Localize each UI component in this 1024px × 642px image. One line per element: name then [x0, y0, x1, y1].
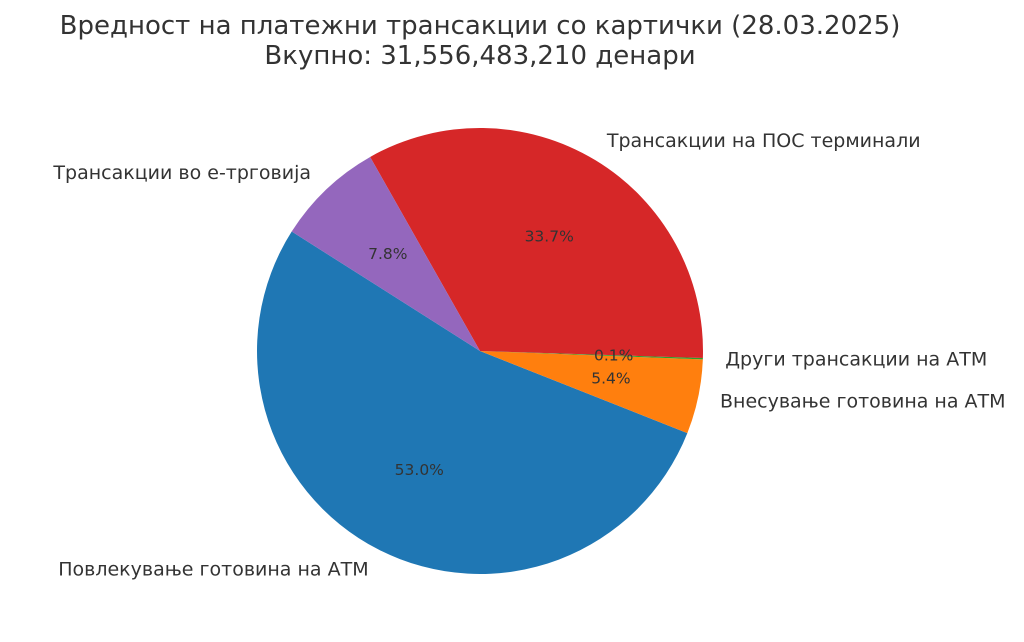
chart-subtitle: Вкупно: 31,556,483,210 денари	[264, 41, 695, 71]
slice-labels: 53.0% Повлекување готовина на АТМ 5.4% Внес…	[52, 130, 1005, 581]
slice-label-5: Трансакции во е-трговија	[52, 162, 311, 184]
pie-slice-2	[480, 351, 703, 434]
slice-percent-label-1: 53.0%	[395, 461, 444, 479]
slice-percent-label-3: 0.1%	[594, 347, 633, 365]
slice-percent-label-4: 33.7%	[525, 228, 574, 246]
pie-slice-5	[291, 156, 480, 351]
pie-slice-4	[370, 128, 703, 358]
slice-percent-label-2: 5.4%	[591, 370, 630, 388]
pie-slice-1	[257, 231, 688, 574]
slice-label-3: Други трансакции на АТМ	[725, 349, 987, 371]
pie-slices	[257, 128, 703, 574]
slice-label-1: Повлекување готовина на АТМ	[58, 559, 368, 581]
slice-label-2: Внесување готовина на АТМ	[720, 391, 1006, 413]
slice-percent-label-5: 7.8%	[368, 245, 407, 263]
pie-slice-3	[480, 351, 703, 360]
chart-title: Вредност на платежни трансакции со карти…	[60, 11, 901, 41]
slice-label-4: Трансакции на ПОС терминали	[606, 130, 921, 152]
